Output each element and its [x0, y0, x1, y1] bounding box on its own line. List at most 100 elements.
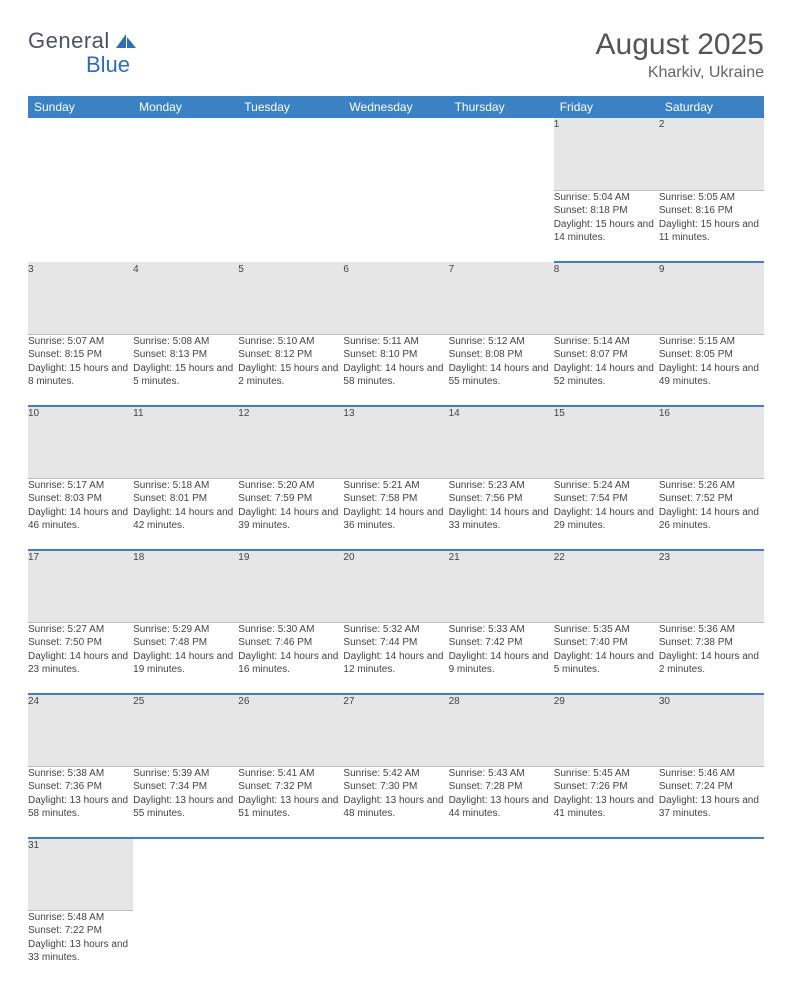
- calendar-body: 12Sunrise: 5:04 AMSunset: 8:18 PMDayligh…: [28, 118, 764, 982]
- day-cell: [554, 910, 659, 982]
- daylight-text: Daylight: 14 hours and 33 minutes.: [449, 506, 554, 533]
- day-cell: [659, 910, 764, 982]
- daylight-text: Daylight: 13 hours and 33 minutes.: [28, 938, 133, 965]
- daylight-text: Daylight: 14 hours and 26 minutes.: [659, 506, 764, 533]
- logo-text-1: General: [28, 28, 110, 54]
- day-number: 22: [554, 550, 659, 622]
- day-header-row: Sunday Monday Tuesday Wednesday Thursday…: [28, 96, 764, 118]
- sunrise-text: Sunrise: 5:17 AM: [28, 479, 133, 493]
- day-cell: Sunrise: 5:33 AMSunset: 7:42 PMDaylight:…: [449, 622, 554, 694]
- day-number: 26: [238, 694, 343, 766]
- daylight-text: Daylight: 14 hours and 49 minutes.: [659, 362, 764, 389]
- day-number: 5: [238, 262, 343, 334]
- sunset-text: Sunset: 7:28 PM: [449, 780, 554, 794]
- day-number: 11: [133, 406, 238, 478]
- daynum-row: 10111213141516: [28, 406, 764, 478]
- daylight-text: Daylight: 14 hours and 39 minutes.: [238, 506, 343, 533]
- sunrise-text: Sunrise: 5:07 AM: [28, 335, 133, 349]
- daylight-text: Daylight: 15 hours and 2 minutes.: [238, 362, 343, 389]
- day-number: 19: [238, 550, 343, 622]
- day-cell: [133, 910, 238, 982]
- sunset-text: Sunset: 7:46 PM: [238, 636, 343, 650]
- sunset-text: Sunset: 7:24 PM: [659, 780, 764, 794]
- sunset-text: Sunset: 7:42 PM: [449, 636, 554, 650]
- daylight-text: Daylight: 14 hours and 29 minutes.: [554, 506, 659, 533]
- sail-icon: [114, 32, 138, 50]
- day-number: 14: [449, 406, 554, 478]
- sunrise-text: Sunrise: 5:30 AM: [238, 623, 343, 637]
- sunrise-text: Sunrise: 5:45 AM: [554, 767, 659, 781]
- day-cell: Sunrise: 5:23 AMSunset: 7:56 PMDaylight:…: [449, 478, 554, 550]
- sunrise-text: Sunrise: 5:32 AM: [343, 623, 448, 637]
- daylight-text: Daylight: 15 hours and 5 minutes.: [133, 362, 238, 389]
- data-row: Sunrise: 5:04 AMSunset: 8:18 PMDaylight:…: [28, 190, 764, 262]
- header: General August 2025 Kharkiv, Ukraine: [28, 28, 764, 82]
- page-title: August 2025: [596, 28, 764, 62]
- day-number: 6: [343, 262, 448, 334]
- daylight-text: Daylight: 14 hours and 23 minutes.: [28, 650, 133, 677]
- sunset-text: Sunset: 8:05 PM: [659, 348, 764, 362]
- day-cell: Sunrise: 5:05 AMSunset: 8:16 PMDaylight:…: [659, 190, 764, 262]
- day-cell: Sunrise: 5:38 AMSunset: 7:36 PMDaylight:…: [28, 766, 133, 838]
- daylight-text: Daylight: 15 hours and 8 minutes.: [28, 362, 133, 389]
- sunrise-text: Sunrise: 5:21 AM: [343, 479, 448, 493]
- col-sunday: Sunday: [28, 96, 133, 118]
- day-cell: Sunrise: 5:14 AMSunset: 8:07 PMDaylight:…: [554, 334, 659, 406]
- day-cell: Sunrise: 5:46 AMSunset: 7:24 PMDaylight:…: [659, 766, 764, 838]
- day-cell: Sunrise: 5:42 AMSunset: 7:30 PMDaylight:…: [343, 766, 448, 838]
- day-cell: Sunrise: 5:10 AMSunset: 8:12 PMDaylight:…: [238, 334, 343, 406]
- daylight-text: Daylight: 14 hours and 42 minutes.: [133, 506, 238, 533]
- sunrise-text: Sunrise: 5:08 AM: [133, 335, 238, 349]
- daylight-text: Daylight: 13 hours and 44 minutes.: [449, 794, 554, 821]
- sunrise-text: Sunrise: 5:42 AM: [343, 767, 448, 781]
- sunrise-text: Sunrise: 5:11 AM: [343, 335, 448, 349]
- sunrise-text: Sunrise: 5:35 AM: [554, 623, 659, 637]
- daylight-text: Daylight: 13 hours and 41 minutes.: [554, 794, 659, 821]
- sunset-text: Sunset: 8:03 PM: [28, 492, 133, 506]
- day-number: 29: [554, 694, 659, 766]
- day-cell: Sunrise: 5:27 AMSunset: 7:50 PMDaylight:…: [28, 622, 133, 694]
- sunset-text: Sunset: 7:22 PM: [28, 924, 133, 938]
- day-number: 17: [28, 550, 133, 622]
- day-cell: Sunrise: 5:12 AMSunset: 8:08 PMDaylight:…: [449, 334, 554, 406]
- daylight-text: Daylight: 13 hours and 48 minutes.: [343, 794, 448, 821]
- sunset-text: Sunset: 7:44 PM: [343, 636, 448, 650]
- sunset-text: Sunset: 7:50 PM: [28, 636, 133, 650]
- sunrise-text: Sunrise: 5:41 AM: [238, 767, 343, 781]
- day-number: 30: [659, 694, 764, 766]
- day-cell: Sunrise: 5:04 AMSunset: 8:18 PMDaylight:…: [554, 190, 659, 262]
- day-number: 13: [343, 406, 448, 478]
- day-cell: Sunrise: 5:20 AMSunset: 7:59 PMDaylight:…: [238, 478, 343, 550]
- day-number: 2: [659, 118, 764, 190]
- data-row: Sunrise: 5:48 AMSunset: 7:22 PMDaylight:…: [28, 910, 764, 982]
- day-cell: Sunrise: 5:24 AMSunset: 7:54 PMDaylight:…: [554, 478, 659, 550]
- day-cell: Sunrise: 5:39 AMSunset: 7:34 PMDaylight:…: [133, 766, 238, 838]
- daynum-row: 24252627282930: [28, 694, 764, 766]
- day-number: 4: [133, 262, 238, 334]
- daynum-row: 12: [28, 118, 764, 190]
- sunrise-text: Sunrise: 5:39 AM: [133, 767, 238, 781]
- day-cell: Sunrise: 5:29 AMSunset: 7:48 PMDaylight:…: [133, 622, 238, 694]
- sunrise-text: Sunrise: 5:26 AM: [659, 479, 764, 493]
- sunset-text: Sunset: 7:26 PM: [554, 780, 659, 794]
- col-saturday: Saturday: [659, 96, 764, 118]
- day-number: 15: [554, 406, 659, 478]
- logo-text-2: Blue: [86, 52, 130, 78]
- daynum-row: 17181920212223: [28, 550, 764, 622]
- sunrise-text: Sunrise: 5:20 AM: [238, 479, 343, 493]
- sunset-text: Sunset: 8:16 PM: [659, 204, 764, 218]
- day-number: [343, 838, 448, 910]
- day-cell: Sunrise: 5:08 AMSunset: 8:13 PMDaylight:…: [133, 334, 238, 406]
- day-number: 23: [659, 550, 764, 622]
- sunset-text: Sunset: 7:32 PM: [238, 780, 343, 794]
- day-number: [238, 118, 343, 190]
- day-number: 27: [343, 694, 448, 766]
- sunrise-text: Sunrise: 5:18 AM: [133, 479, 238, 493]
- sunrise-text: Sunrise: 5:12 AM: [449, 335, 554, 349]
- day-cell: Sunrise: 5:26 AMSunset: 7:52 PMDaylight:…: [659, 478, 764, 550]
- daylight-text: Daylight: 13 hours and 51 minutes.: [238, 794, 343, 821]
- sunset-text: Sunset: 8:08 PM: [449, 348, 554, 362]
- sunset-text: Sunset: 8:10 PM: [343, 348, 448, 362]
- data-row: Sunrise: 5:38 AMSunset: 7:36 PMDaylight:…: [28, 766, 764, 838]
- sunrise-text: Sunrise: 5:04 AM: [554, 191, 659, 205]
